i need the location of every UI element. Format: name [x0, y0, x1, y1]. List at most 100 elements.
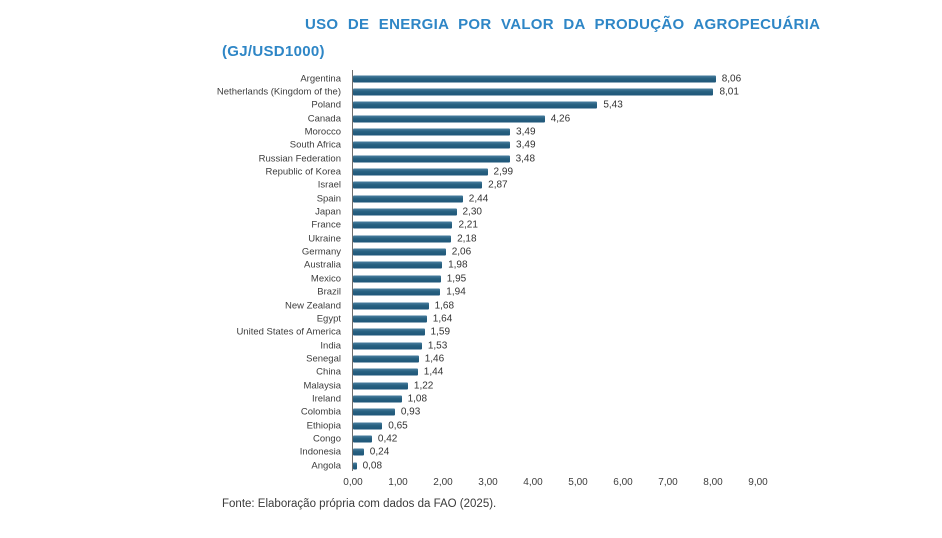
x-axis-tick-label: 4,00 [523, 477, 543, 488]
bar [353, 355, 419, 363]
chart-row: Congo 0,42 [0, 432, 942, 445]
bar [353, 462, 357, 470]
value-label: 0,93 [400, 406, 421, 418]
category-label: Argentina [300, 73, 341, 85]
chart-row: Colombia 0,93 [0, 406, 942, 419]
value-label: 1,94 [446, 286, 466, 298]
category-label: Netherlands (Kingdom of the) [216, 86, 341, 98]
source-note: Fonte: Elaboração própria com dados da F… [222, 498, 497, 510]
bar [353, 115, 545, 123]
bar [353, 288, 441, 296]
value-label: 0,08 [362, 460, 383, 472]
category-label: Senegal [306, 353, 341, 365]
value-label: 3,48 [515, 153, 536, 165]
bar [353, 382, 408, 390]
chart-title-line1: USO DE ENERGIA POR VALOR DA PRODUÇÃO AGR… [305, 16, 821, 33]
bar [353, 141, 511, 149]
chart-row: Russian Federation 3,48 [0, 152, 942, 165]
chart-row: Malaysia 1,22 [0, 379, 942, 392]
bar [353, 168, 488, 176]
bar [353, 101, 598, 109]
category-label: Mexico [310, 273, 341, 285]
y-axis-line [352, 70, 353, 471]
value-label: 1,68 [434, 300, 455, 312]
category-label: Ethiopia [306, 420, 341, 432]
category-label: Israel [317, 179, 341, 191]
chart-row: Mexico 1,95 [0, 272, 942, 285]
value-label: 2,06 [451, 246, 472, 258]
category-label: Canada [307, 113, 341, 125]
chart-row: Senegal 1,46 [0, 352, 942, 365]
bar [353, 448, 364, 456]
category-label: Germany [301, 246, 341, 258]
category-label: Malaysia [303, 380, 342, 392]
value-label: 1,22 [413, 380, 434, 392]
bar [353, 195, 463, 203]
category-label: Morocco [304, 126, 341, 138]
value-label: 8,06 [721, 73, 742, 85]
x-axis-tick-label: 8,00 [703, 477, 723, 488]
category-label: New Zealand [285, 300, 341, 312]
chart-row: Ethiopia 0,65 [0, 419, 942, 432]
chart-row: Netherlands (Kingdom of the) 8,01 [0, 85, 942, 98]
category-label: Angola [311, 460, 341, 472]
chart-row: Poland 5,43 [0, 99, 942, 112]
bar [353, 88, 714, 96]
chart-row: Australia 1,98 [0, 259, 942, 272]
category-label: India [320, 340, 341, 352]
category-label: Indonesia [299, 446, 341, 458]
bar [353, 408, 395, 416]
bar [353, 208, 457, 216]
bar [353, 155, 510, 163]
bar [353, 261, 443, 269]
chart-row: Germany 2,06 [0, 245, 942, 258]
chart-row: Japan 2,30 [0, 205, 942, 218]
category-label: Poland [311, 99, 341, 111]
x-axis-tick-label: 3,00 [478, 477, 498, 488]
value-label: 1,95 [446, 273, 467, 285]
value-label: 0,24 [369, 446, 390, 458]
value-label: 2,30 [462, 206, 482, 218]
chart-row: Israel 2,87 [0, 179, 942, 192]
x-axis-tick-label: 9,00 [748, 477, 768, 488]
bar [353, 221, 453, 229]
value-label: 1,08 [407, 393, 428, 405]
category-label: Egypt [316, 313, 341, 325]
category-label: Russian Federation [258, 153, 341, 165]
value-label: 1,46 [424, 353, 445, 365]
bar [353, 75, 716, 83]
bar [353, 328, 425, 336]
value-label: 8,01 [719, 86, 739, 98]
chart-row: Indonesia 0,24 [0, 446, 942, 459]
value-label: 2,21 [458, 219, 478, 231]
category-label: United States of America [236, 326, 341, 338]
bar [353, 395, 402, 403]
x-axis-tick-label: 0,00 [343, 477, 363, 488]
chart-row: China 1,44 [0, 366, 942, 379]
bar [353, 302, 429, 310]
value-label: 1,64 [432, 313, 453, 325]
bar [353, 368, 418, 376]
value-label: 3,49 [516, 126, 536, 138]
bar [353, 181, 483, 189]
chart-row: South Africa 3,49 [0, 139, 942, 152]
bar [353, 315, 427, 323]
chart-row: United States of America 1,59 [0, 326, 942, 339]
chart-row: Argentina 8,06 [0, 72, 942, 85]
x-axis-tick-label: 5,00 [568, 477, 588, 488]
chart-row: Ireland 1,08 [0, 392, 942, 405]
x-axis-tick-label: 6,00 [613, 477, 633, 488]
category-label: Spain [316, 193, 341, 205]
category-label: Colombia [300, 406, 341, 418]
x-axis-tick-label: 1,00 [388, 477, 408, 488]
bar [353, 422, 383, 430]
chart-row: Brazil 1,94 [0, 286, 942, 299]
chart-row: Angola 0,08 [0, 459, 942, 472]
category-label: Ireland [311, 393, 341, 405]
chart-row: Ukraine 2,18 [0, 232, 942, 245]
chart-row: Canada 4,26 [0, 112, 942, 125]
bar [353, 435, 372, 443]
bar [353, 235, 452, 243]
bar [353, 248, 446, 256]
